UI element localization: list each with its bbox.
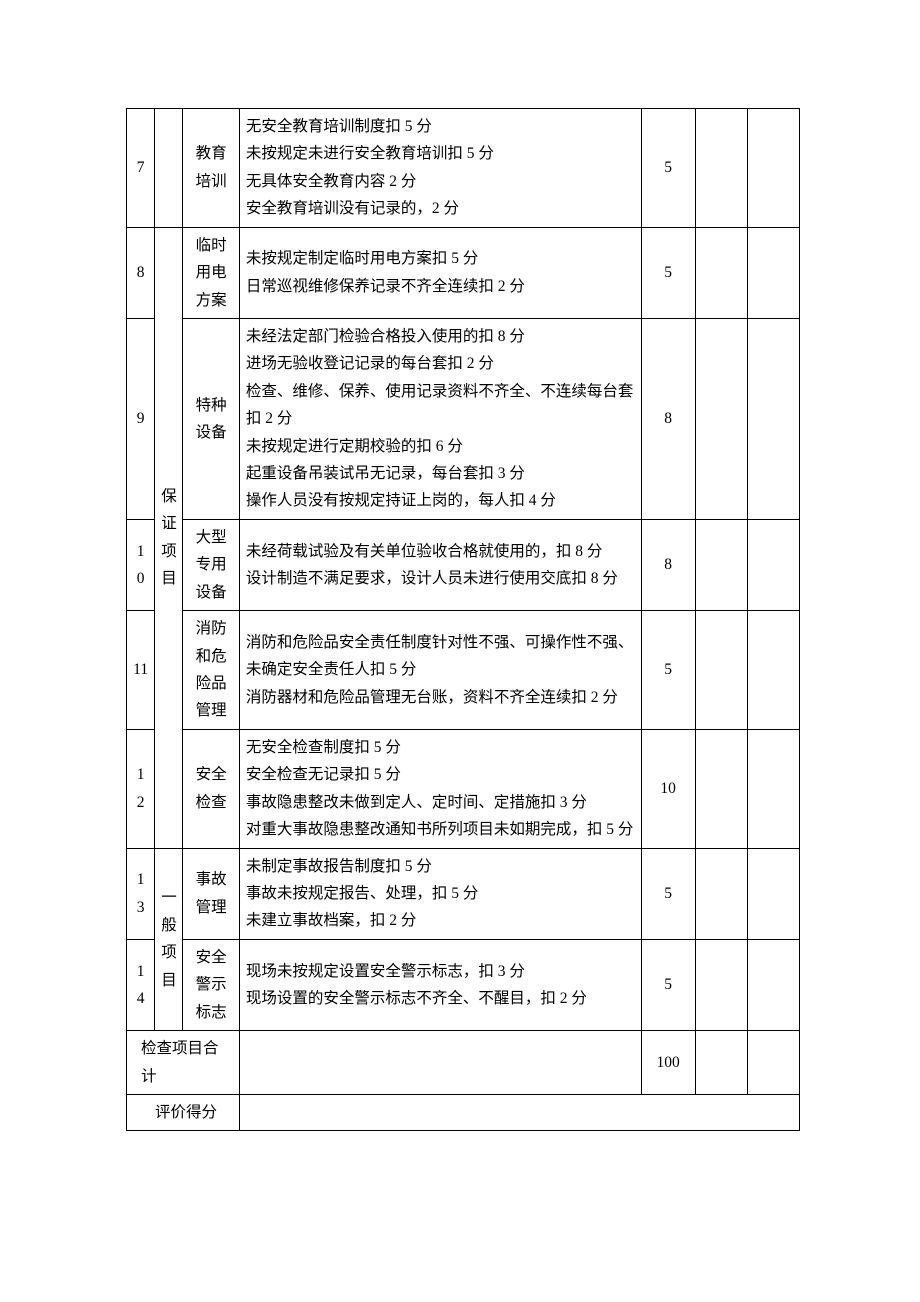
row-score: 5 xyxy=(641,848,695,939)
row-desc: 未经法定部门检验合格投入使用的扣 8 分进场无验收登记记录的每台套扣 2 分检查… xyxy=(239,318,641,519)
row-blank-2 xyxy=(747,848,799,939)
row-score: 5 xyxy=(641,939,695,1030)
table-row: 14 安全警示标志 现场未按规定设置安全警示标志，扣 3 分现场设置的安全警示标… xyxy=(127,939,800,1030)
row-blank-2 xyxy=(747,227,799,318)
table-row: 9 特种设备 未经法定部门检验合格投入使用的扣 8 分进场无验收登记记录的每台套… xyxy=(127,318,800,519)
table-row: 11 消防和危险品管理 消防和危险品安全责任制度针对性不强、可操作性不强、未确定… xyxy=(127,611,800,730)
row-blank-1 xyxy=(695,611,747,730)
row-item: 消防和危险品管理 xyxy=(183,611,239,730)
total-score: 100 xyxy=(641,1031,695,1095)
row-desc: 消防和危险品安全责任制度针对性不强、可操作性不强、未确定安全责任人扣 5 分消防… xyxy=(239,611,641,730)
row-number: 12 xyxy=(127,729,155,848)
row-score: 8 xyxy=(641,318,695,519)
row-blank-1 xyxy=(695,109,747,228)
row-number: 13 xyxy=(127,848,155,939)
row-desc: 未按规定制定临时用电方案扣 5 分日常巡视维修保养记录不齐全连续扣 2 分 xyxy=(239,227,641,318)
row-score: 8 xyxy=(641,519,695,610)
row-blank-2 xyxy=(747,318,799,519)
row-score: 10 xyxy=(641,729,695,848)
table-row: 10 大型专用设备 未经荷载试验及有关单位验收合格就使用的，扣 8 分设计制造不… xyxy=(127,519,800,610)
table-row: 12 安全检查 无安全检查制度扣 5 分安全检查无记录扣 5 分事故隐患整改未做… xyxy=(127,729,800,848)
eval-label: 评价得分 xyxy=(127,1094,240,1130)
row-item: 安全检查 xyxy=(183,729,239,848)
row-blank-2 xyxy=(747,729,799,848)
row-number: 11 xyxy=(127,611,155,730)
total-desc-blank xyxy=(239,1031,641,1095)
row-item: 临时用电方案 xyxy=(183,227,239,318)
row-score: 5 xyxy=(641,109,695,228)
inspection-table: 7 教育培训 无安全教育培训制度扣 5 分未按规定未进行安全教育培训扣 5 分无… xyxy=(126,108,800,1131)
row-blank-2 xyxy=(747,519,799,610)
row-number: 9 xyxy=(127,318,155,519)
row-blank-2 xyxy=(747,611,799,730)
row-number: 8 xyxy=(127,227,155,318)
row-blank-1 xyxy=(695,848,747,939)
total-row: 检查项目合计 100 xyxy=(127,1031,800,1095)
row-number: 10 xyxy=(127,519,155,610)
row-desc: 现场未按规定设置安全警示标志，扣 3 分现场设置的安全警示标志不齐全、不醒目，扣… xyxy=(239,939,641,1030)
table-row: 8 保证项目 临时用电方案 未按规定制定临时用电方案扣 5 分日常巡视维修保养记… xyxy=(127,227,800,318)
category-general: 一般项目 xyxy=(155,848,183,1031)
row-blank-1 xyxy=(695,227,747,318)
row-blank-2 xyxy=(747,939,799,1030)
row-score: 5 xyxy=(641,227,695,318)
row-desc: 无安全教育培训制度扣 5 分未按规定未进行安全教育培训扣 5 分无具体安全教育内… xyxy=(239,109,641,228)
row-number: 7 xyxy=(127,109,155,228)
row-category-blank xyxy=(155,109,183,228)
row-item: 大型专用设备 xyxy=(183,519,239,610)
total-blank-2 xyxy=(747,1031,799,1095)
category-guarantee: 保证项目 xyxy=(155,227,183,848)
row-desc: 未经荷载试验及有关单位验收合格就使用的，扣 8 分设计制造不满足要求，设计人员未… xyxy=(239,519,641,610)
total-label: 检查项目合计 xyxy=(127,1031,240,1095)
row-blank-1 xyxy=(695,318,747,519)
row-item: 安全警示标志 xyxy=(183,939,239,1030)
row-blank-1 xyxy=(695,729,747,848)
row-blank-1 xyxy=(695,939,747,1030)
row-score: 5 xyxy=(641,611,695,730)
table-row: 13 一般项目 事故管理 未制定事故报告制度扣 5 分事故未按规定报告、处理，扣… xyxy=(127,848,800,939)
row-item: 特种设备 xyxy=(183,318,239,519)
row-blank-2 xyxy=(747,109,799,228)
row-desc: 未制定事故报告制度扣 5 分事故未按规定报告、处理，扣 5 分未建立事故档案，扣… xyxy=(239,848,641,939)
row-blank-1 xyxy=(695,519,747,610)
eval-value-blank xyxy=(239,1094,799,1130)
total-blank-1 xyxy=(695,1031,747,1095)
row-number: 14 xyxy=(127,939,155,1030)
row-desc: 无安全检查制度扣 5 分安全检查无记录扣 5 分事故隐患整改未做到定人、定时间、… xyxy=(239,729,641,848)
row-item: 事故管理 xyxy=(183,848,239,939)
eval-row: 评价得分 xyxy=(127,1094,800,1130)
document-page: 7 教育培训 无安全教育培训制度扣 5 分未按规定未进行安全教育培训扣 5 分无… xyxy=(0,0,920,1302)
row-item: 教育培训 xyxy=(183,109,239,228)
table-row: 7 教育培训 无安全教育培训制度扣 5 分未按规定未进行安全教育培训扣 5 分无… xyxy=(127,109,800,228)
